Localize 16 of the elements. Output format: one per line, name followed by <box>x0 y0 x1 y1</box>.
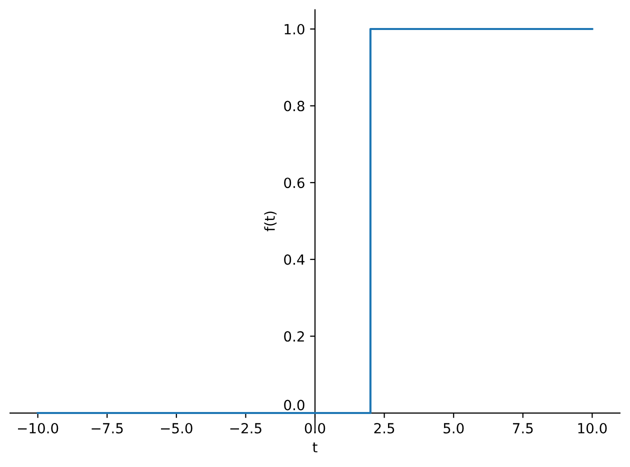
x-tick-label: −7.5 <box>92 423 123 434</box>
y-tick-label: 0.2 <box>284 331 304 342</box>
x-axis-title: t <box>312 442 318 452</box>
x-tick-label: 2.5 <box>374 422 394 434</box>
y-tick-label: 1.0 <box>284 24 304 34</box>
x-tick-label: 7.5 <box>512 423 533 434</box>
y-tick-label: 0.0 <box>284 400 304 410</box>
y-axis-title: f(t) <box>264 212 277 232</box>
x-tick-label: −5.0 <box>161 422 192 434</box>
x-tick-label: −2.5 <box>230 422 262 434</box>
x-tick-label: 5.0 <box>444 422 464 434</box>
y-tick-label: 0.8 <box>284 100 304 112</box>
y-tick-label: 0.6 <box>284 178 304 188</box>
x-tick-label: −10.0 <box>18 422 58 434</box>
y-tick-label: 0.4 <box>284 254 304 265</box>
x-tick-label: 10.0 <box>578 422 607 434</box>
